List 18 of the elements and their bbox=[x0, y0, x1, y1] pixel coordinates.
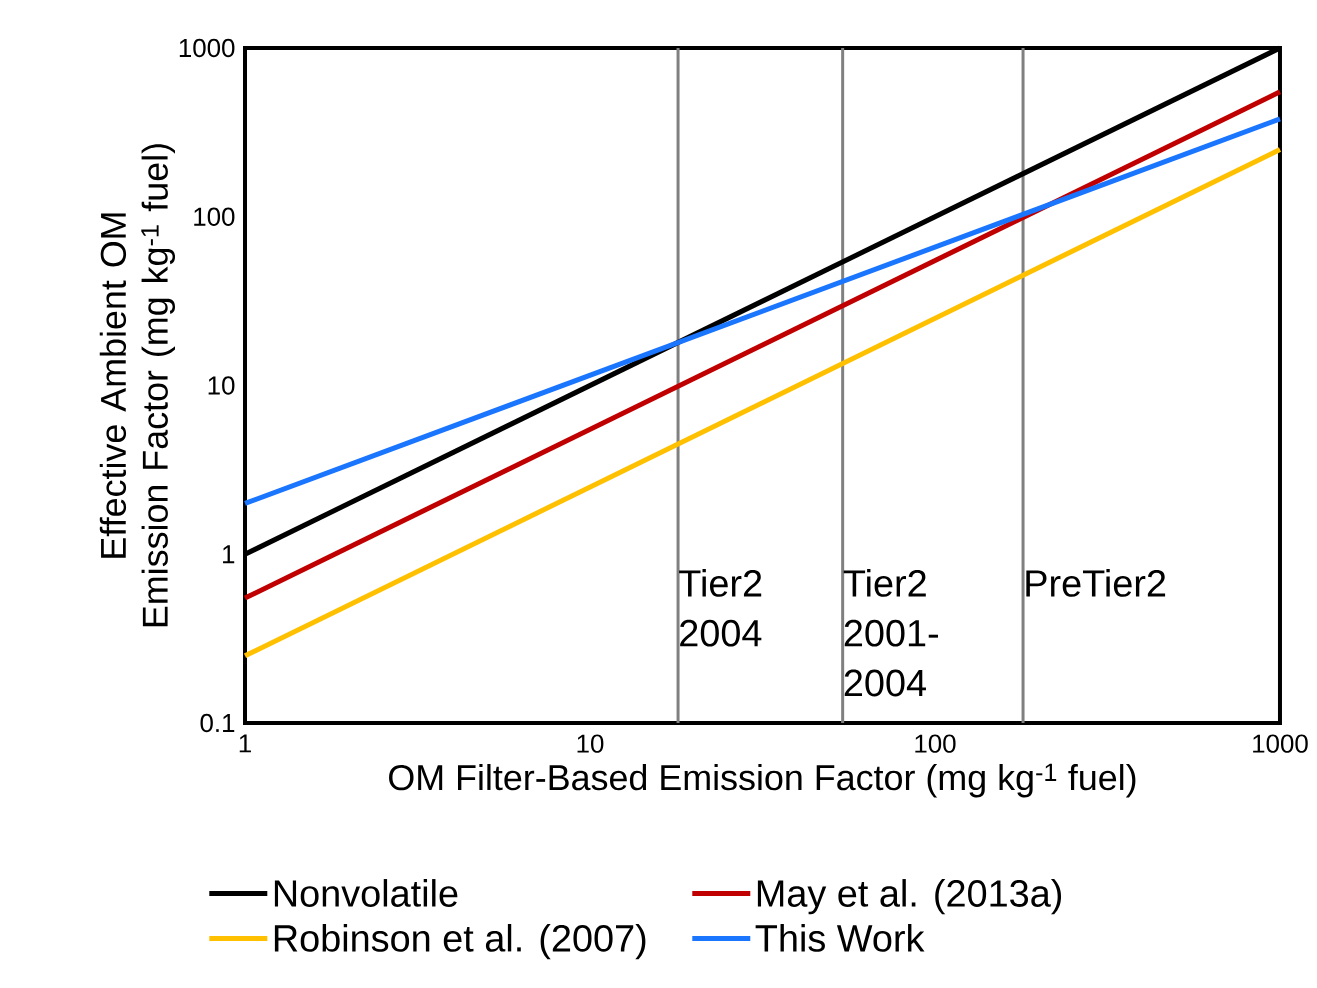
x-tick-label: 1 bbox=[239, 734, 251, 753]
y-axis-title: Effective Ambient OM Emission Factor (mg kg$^{-1}$ fuel) bbox=[99, 144, 176, 627]
ref-line-label: Tier2 2004 bbox=[679, 568, 762, 647]
y-tick-label: 0.1 bbox=[200, 713, 235, 733]
x-axis-title: OM Filter-Based Emission Factor (mg kg$^{-1}$ fuel) bbox=[389, 763, 1136, 798]
y-tick-label: 1000 bbox=[179, 38, 235, 58]
y-tick-label: 100 bbox=[194, 207, 235, 226]
legend-label: Nonvolatile bbox=[274, 879, 458, 907]
x-tick-label: 100 bbox=[915, 734, 956, 753]
ref-line-label: PreTier2 bbox=[1026, 568, 1166, 597]
x-tick-label: 10 bbox=[577, 734, 604, 753]
ref-line-label: Tier2 2001-2004 bbox=[843, 568, 938, 697]
y-tick-label: 10 bbox=[208, 376, 235, 395]
legend-label: This Work bbox=[755, 923, 925, 952]
y-tick-label: 1 bbox=[223, 545, 235, 564]
legend-label: Robinson et al. (2007) bbox=[274, 923, 646, 960]
x-tick-label: 1000 bbox=[1253, 734, 1308, 753]
legend-label: May et al. (2013a) bbox=[757, 879, 1062, 915]
